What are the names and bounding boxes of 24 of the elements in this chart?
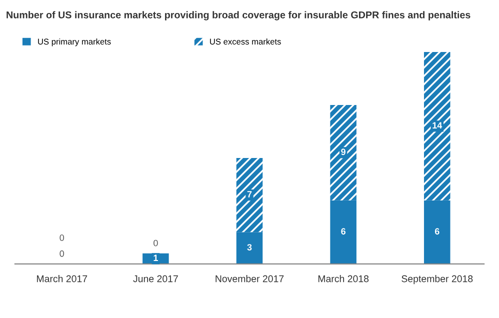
- bar: [236, 232, 263, 264]
- data-label: 6: [434, 228, 440, 235]
- data-label: 0: [154, 240, 158, 246]
- data-label: 6: [341, 228, 346, 235]
- bar: [424, 200, 450, 264]
- x-tick-label: September 2018: [402, 275, 473, 284]
- data-label: 7: [247, 191, 252, 198]
- legend-label: US excess markets: [210, 38, 281, 45]
- data-label: 3: [247, 244, 252, 250]
- x-tick-label: March 2018: [318, 275, 369, 282]
- data-label: 0: [60, 250, 64, 257]
- x-tick-label: November 2017: [216, 275, 284, 282]
- bar: [330, 104, 356, 200]
- data-label: 9: [341, 148, 346, 156]
- data-label: 14: [432, 122, 442, 128]
- bar: [330, 200, 356, 264]
- chart-title: Number of US insurance markets providing broad coverage for insurable GDPR fines and penalties: [6, 11, 470, 20]
- bar: [424, 52, 450, 200]
- bar: [236, 158, 263, 232]
- x-tick-label: March 2017: [37, 275, 88, 282]
- x-tick-label: June 2017: [133, 275, 178, 282]
- data-label: 0: [60, 234, 64, 241]
- data-label: 1: [154, 254, 158, 261]
- legend-label: US primary markets: [38, 38, 111, 46]
